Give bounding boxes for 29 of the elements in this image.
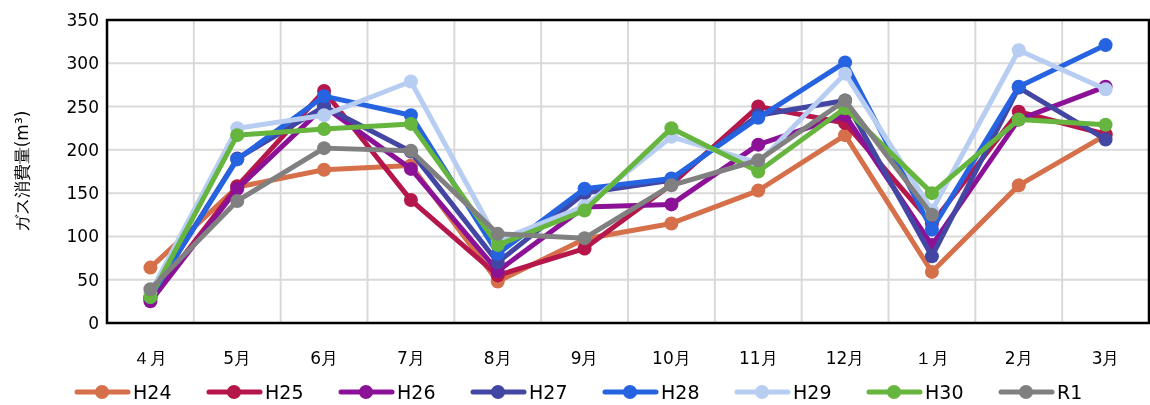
y-tick-label: 50 [77, 269, 99, 290]
x-tick-label: １月 [914, 348, 949, 368]
y-tick-label: 200 [66, 139, 99, 160]
y-tick-label: 0 [88, 313, 99, 333]
x-tick-label: 11月 [738, 348, 778, 368]
y-tick-label: 100 [66, 226, 99, 247]
x-tick-label: 8月 [483, 348, 512, 368]
y-tick-label: 350 [66, 10, 99, 30]
legend-label: H24 [133, 381, 172, 403]
x-tick-label: 7月 [397, 348, 425, 368]
y-tick-label: 150 [66, 183, 99, 204]
legend-label: H28 [661, 381, 700, 403]
x-tick-label: 10月 [652, 348, 691, 368]
y-tick-label: 300 [66, 53, 99, 74]
legend-label: R1 [1057, 381, 1083, 403]
x-tick-label: ４月 [133, 348, 168, 368]
x-tick-label: 6月 [310, 348, 338, 368]
legend-label: H26 [397, 381, 436, 403]
x-tick-label: 2月 [1004, 348, 1033, 368]
y-tick-label: 250 [66, 96, 99, 117]
x-tick-label: 12月 [825, 348, 865, 368]
legend-label: H29 [793, 381, 832, 403]
x-tick-label: 5月 [223, 348, 252, 368]
y-axis-title: ガス消費量(m³) [12, 110, 32, 233]
legend-label: H25 [265, 381, 304, 403]
legend-label: H27 [529, 381, 568, 403]
x-tick-label: 3月 [1091, 348, 1120, 368]
x-tick-label: 9月 [570, 348, 599, 368]
legend-label: H30 [925, 381, 964, 403]
